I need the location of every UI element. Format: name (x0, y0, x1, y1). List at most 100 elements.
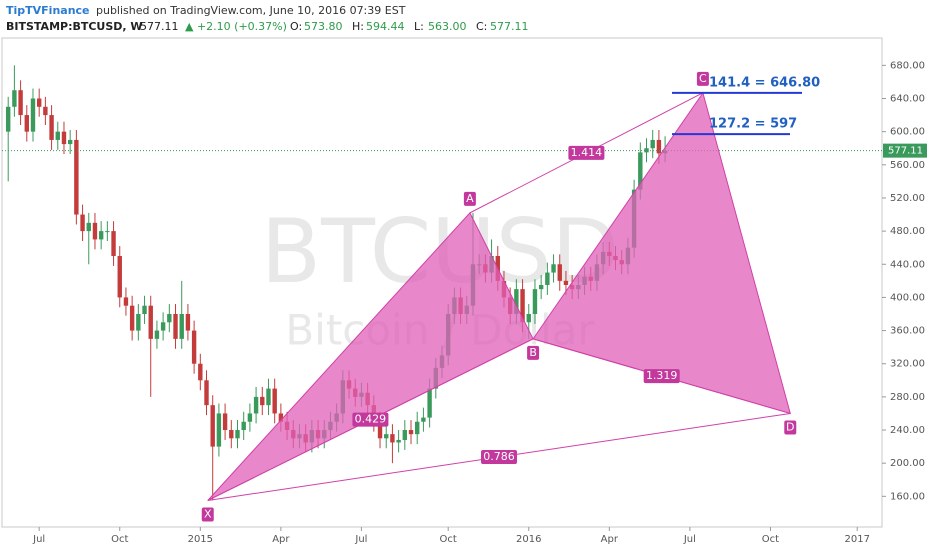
ohlc-key: O: (290, 20, 302, 33)
plot-frame (1, 37, 883, 528)
candle-body (55, 131, 60, 140)
candle-body (179, 313, 184, 339)
ratio-label: 0.429 (355, 413, 387, 426)
last-price-label: 577.11 (888, 146, 923, 157)
candle-body (136, 313, 141, 331)
published: published on TradingView.com, June 10, 2… (96, 4, 406, 17)
ohlc-key: C: (476, 20, 487, 33)
candle-body (241, 421, 246, 431)
y-tick-label: 400.00 (890, 292, 925, 303)
y-tick-label: 440.00 (890, 259, 925, 270)
y-tick-label: 280.00 (890, 392, 925, 403)
y-tick-label: 520.00 (890, 193, 925, 204)
symbol: BITSTAMP:BTCUSD, W (6, 20, 143, 33)
point-box (463, 191, 476, 206)
y-tick-label: 240.00 (890, 425, 925, 436)
candle-body (98, 231, 104, 240)
candle-body (229, 430, 234, 439)
candle-body (377, 421, 383, 439)
point-label: D (786, 420, 794, 433)
ohlc-key: L: (414, 20, 424, 33)
author: TipTVFinance (6, 4, 90, 17)
candle-body (557, 264, 562, 281)
candle-body (198, 363, 203, 381)
ratio-box (481, 449, 518, 464)
x-tick-label: Apr (272, 534, 290, 545)
candle-body (650, 139, 655, 149)
candle-body (117, 255, 122, 298)
candle-body (384, 434, 389, 439)
candle-body (216, 413, 222, 447)
point-label: X (204, 507, 212, 520)
target-label: 141.4 = 646.80 (709, 75, 820, 90)
candle-body (191, 330, 197, 364)
ratio-label: 0.786 (483, 450, 515, 463)
candle-body (656, 139, 662, 154)
candle-body (123, 297, 129, 306)
candle-body (67, 139, 73, 145)
candle-body (247, 413, 253, 422)
candle-body (5, 106, 11, 132)
candle-body (185, 313, 191, 331)
candle-body (80, 214, 85, 232)
x-tick-label: Oct (111, 534, 128, 545)
candle-body (30, 98, 36, 132)
x-tick-label: Jul (354, 534, 367, 545)
candle-body (92, 222, 98, 240)
candle-body (427, 388, 432, 418)
point-label: A (466, 192, 474, 205)
candle-body (111, 231, 116, 256)
candle-body (74, 139, 79, 215)
candle-body (538, 284, 544, 290)
point-box (201, 507, 214, 522)
candle-body (142, 305, 147, 314)
candle-body (638, 152, 643, 190)
ohlc-value: 573.80 (304, 20, 343, 33)
candle-body (61, 131, 67, 145)
change: ▲ +2.10 (+0.37%) (185, 20, 287, 33)
candle-body (551, 264, 556, 273)
y-tick-label: 480.00 (890, 226, 925, 237)
candle-body (390, 434, 395, 443)
ratio-box (352, 412, 389, 427)
price: 577.11 (140, 20, 179, 33)
candle-body (415, 421, 420, 435)
candle-body (24, 115, 29, 132)
candle-body (545, 272, 550, 285)
x-tick-label: Oct (440, 534, 457, 545)
target-label: 127.2 = 597 (709, 117, 797, 132)
ratio-label: 1.414 (571, 146, 603, 159)
candle-body (18, 90, 23, 116)
candle-body (105, 231, 110, 233)
x-tick-label: Oct (762, 534, 779, 545)
last-price-box (883, 143, 927, 158)
ohlc-key: H: (352, 20, 364, 33)
ohlc-value: 563.00 (428, 20, 467, 33)
candle-body (49, 115, 54, 140)
y-tick-label: 600.00 (890, 127, 925, 138)
candle-body (154, 330, 160, 339)
y-tick-label: 360.00 (890, 326, 925, 337)
y-tick-label: 200.00 (890, 458, 925, 469)
ratio-box (568, 145, 605, 160)
y-tick-label: 320.00 (890, 359, 925, 370)
candle-body (272, 388, 277, 414)
candle-body (266, 388, 271, 406)
ratio-box (643, 369, 680, 384)
candle-body (520, 289, 525, 323)
candle-body (148, 305, 153, 339)
candle-body (260, 396, 265, 406)
candle-body (563, 280, 569, 285)
candle-body (644, 148, 649, 153)
candle-body (514, 289, 519, 314)
point-box (784, 420, 797, 435)
y-tick-label: 560.00 (890, 160, 925, 171)
candle-body (173, 313, 178, 339)
candle-body (36, 98, 42, 107)
candle-body (160, 322, 166, 331)
candle-body (235, 430, 240, 439)
candle-body (396, 439, 401, 443)
candle-body (204, 380, 209, 406)
candle-body (43, 106, 48, 116)
y-tick-label: 640.00 (890, 94, 925, 105)
